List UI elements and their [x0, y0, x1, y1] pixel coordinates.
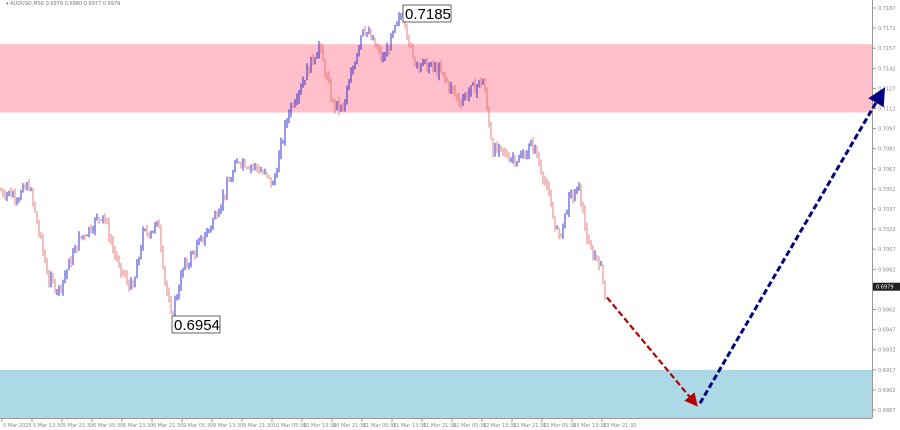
support-zone	[0, 369, 872, 419]
y-tick-label: 0.7157	[878, 46, 896, 52]
x-tick-label: 13 Mar 21:30	[603, 423, 636, 429]
forecast-arrow-down	[606, 296, 698, 407]
y-tick-label: 0.7127	[878, 86, 896, 92]
y-tick-label: 0.7142	[878, 66, 896, 72]
high-label: 0.7185	[405, 6, 451, 23]
y-tick-label: 0.6962	[878, 308, 896, 314]
ohlc-readout: 0.6979 0.6980 0.6977 0.6979	[45, 1, 121, 7]
x-tick-label: 6 Mar 21:30	[153, 423, 183, 429]
x-tick-label: 9 Mar 13:30	[213, 423, 243, 429]
high-label-box	[402, 4, 452, 23]
chart-header: ▾ AUDUSD,M30 0.6979 0.6980 0.6977 0.6979	[6, 1, 121, 7]
y-tick-label: 0.7097	[878, 127, 896, 133]
low-label: 0.6954	[174, 317, 220, 334]
x-tick-label: 6 Mar 05:30	[93, 423, 123, 429]
x-tick-label: 12 Mar 05:30	[453, 423, 486, 429]
x-tick-label: 11 Mar 21:30	[423, 423, 456, 429]
x-tick-label: 5 Mar 13:30	[33, 423, 63, 429]
y-tick-label: 0.7067	[878, 167, 896, 173]
resistance-zone	[0, 44, 872, 113]
y-tick-label: 0.6932	[878, 348, 896, 354]
x-tick-label: 9 Mar 05:30	[183, 423, 213, 429]
y-tick-label: 0.7112	[878, 107, 896, 113]
x-tick-label: 5 Mar 21:30	[63, 423, 93, 429]
x-tick-label: 12 Mar 21:30	[513, 423, 546, 429]
y-tick-label: 0.7022	[878, 227, 896, 233]
x-tick-label: 10 Mar 05:30	[273, 423, 306, 429]
low-label-box	[171, 315, 221, 334]
y-tick-label: 0.7172	[878, 26, 896, 32]
symbol-label: AUDUSD,M30	[10, 1, 44, 7]
x-tick-label: 13 Mar 05:30	[543, 423, 576, 429]
x-tick-label: 5 Mar 2026	[3, 423, 32, 429]
y-tick-label: 0.6947	[878, 328, 896, 334]
y-tick-label: 0.7037	[878, 207, 896, 213]
y-tick-label: 0.7187	[878, 6, 896, 12]
x-tick-label: 13 Mar 13:30	[573, 423, 606, 429]
y-tick-label: 0.6887	[878, 408, 896, 414]
y-tick-label: 0.6917	[878, 368, 896, 374]
x-tick-label: 12 Mar 13:30	[483, 423, 516, 429]
x-tick-label: 10 Mar 21:30	[333, 423, 366, 429]
y-tick-label: 0.6902	[878, 388, 896, 394]
current-price-label: 0.6979	[876, 285, 894, 291]
y-tick-label: 0.6992	[878, 267, 896, 273]
x-tick-label: 11 Mar 13:30	[393, 423, 426, 429]
forecast-arrow-up	[698, 87, 886, 405]
x-tick-label: 9 Mar 21:30	[243, 423, 273, 429]
y-tick-label: 0.7052	[878, 187, 896, 193]
x-tick-label: 11 Mar 05:30	[363, 423, 396, 429]
current-price-box	[873, 282, 900, 291]
y-tick-label: 0.7007	[878, 247, 896, 253]
x-tick-label: 6 Mar 13:30	[123, 423, 153, 429]
x-tick-label: 10 Mar 13:30	[303, 423, 336, 429]
y-tick-label: 0.7082	[878, 147, 896, 153]
